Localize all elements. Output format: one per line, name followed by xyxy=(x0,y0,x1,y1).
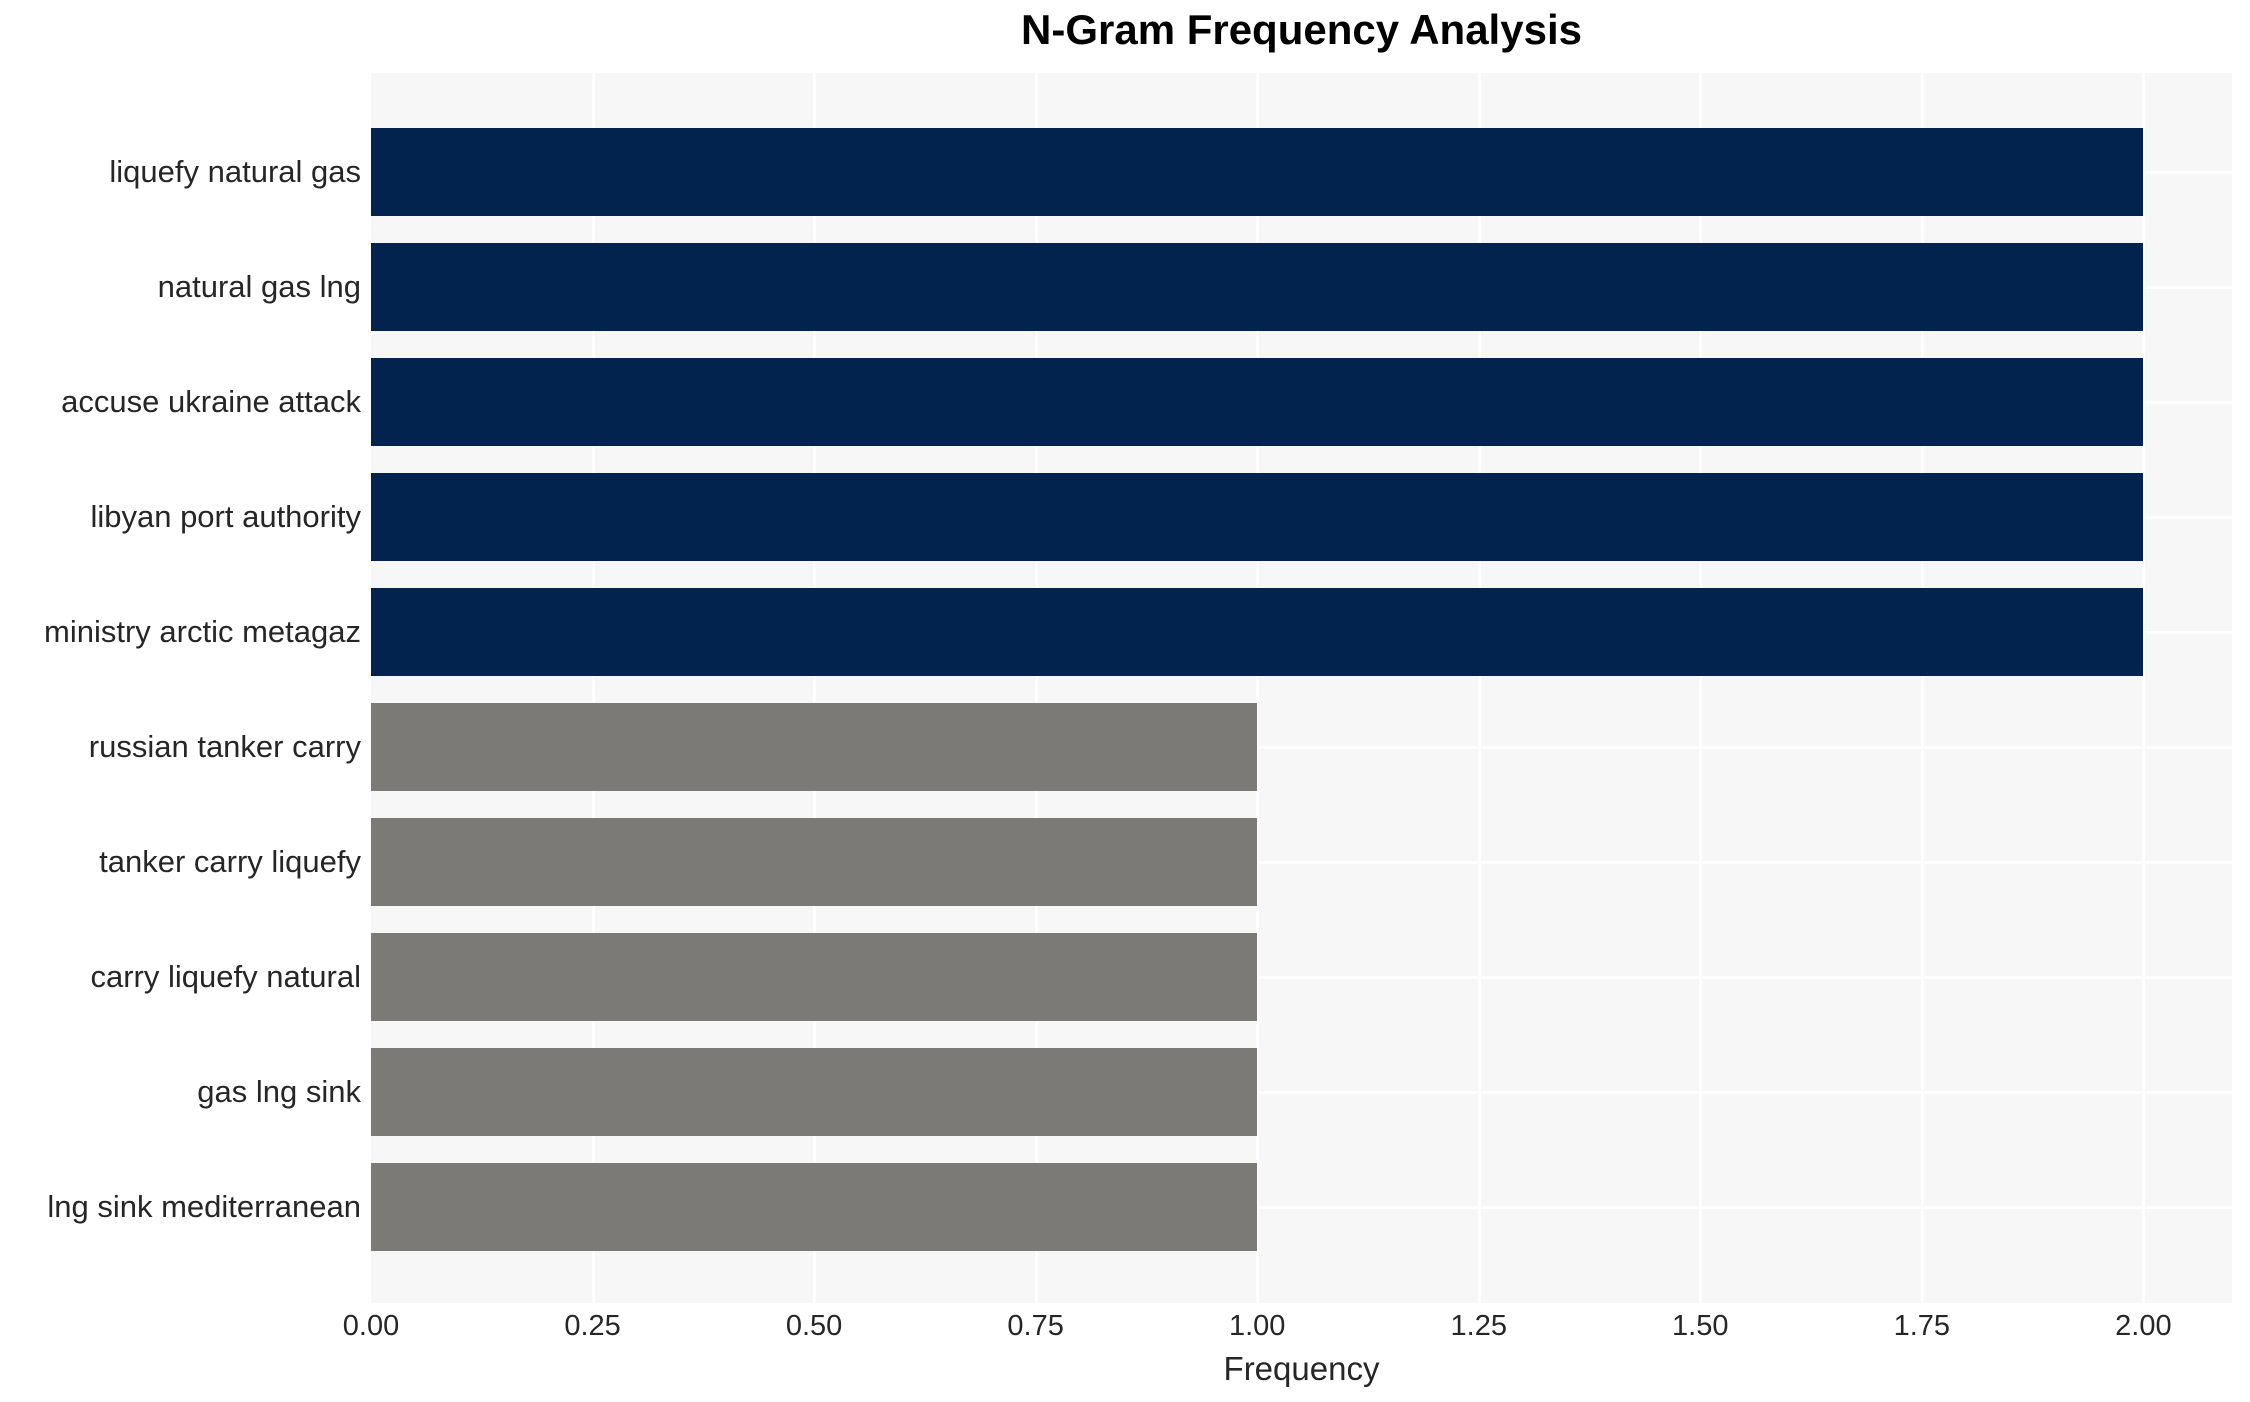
x-axis-tick-labels: 0.00 0.25 0.50 0.75 1.00 1.25 1.50 1.75 2.00 xyxy=(343,1310,2232,1348)
gridline-vertical xyxy=(813,73,817,1303)
y-axis-label: tanker carry liquefy xyxy=(99,844,361,879)
y-axis-label: carry liquefy natural xyxy=(90,959,361,994)
bar-liquefy-natural-gas xyxy=(371,128,2144,216)
gridline-vertical xyxy=(1699,73,1703,1303)
x-axis-tick-label: 2.00 xyxy=(2115,1310,2172,1342)
y-axis-label: gas lng sink xyxy=(197,1074,361,1109)
bar-russian-tanker-carry xyxy=(371,703,1258,791)
gridline-horizontal xyxy=(371,861,2232,864)
bar-carry-liquefy-natural xyxy=(371,933,1258,1021)
gridline-horizontal xyxy=(371,746,2232,749)
y-axis-label: russian tanker carry xyxy=(88,729,361,764)
bar-ministry-arctic-metagaz xyxy=(371,588,2144,676)
x-axis-tick-label: 0.75 xyxy=(1007,1310,1064,1342)
bar-libyan-port-authority xyxy=(371,473,2144,561)
gridline-vertical xyxy=(2142,73,2146,1303)
y-axis-label: libyan port authority xyxy=(90,499,361,534)
x-axis-tick-label: 1.00 xyxy=(1228,1310,1286,1342)
gridline-vertical xyxy=(1477,73,1481,1303)
y-axis-label: accuse ukraine attack xyxy=(61,384,361,419)
x-axis-tick-label: 1.25 xyxy=(1450,1310,1507,1342)
gridline-horizontal xyxy=(371,1206,2232,1209)
bar-gas-lng-sink xyxy=(371,1048,1258,1136)
plot-area xyxy=(371,73,2232,1303)
chart-title: N-Gram Frequency Analysis xyxy=(1021,6,1582,53)
y-axis-label: ministry arctic metagaz xyxy=(44,614,361,649)
x-axis-tick-label: 1.75 xyxy=(1893,1310,1951,1342)
gridline-horizontal xyxy=(371,976,2232,979)
bar-natural-gas-lng xyxy=(371,243,2144,331)
x-axis-tick-label: 0.25 xyxy=(564,1310,621,1342)
bar-tanker-carry-liquefy xyxy=(371,818,1258,906)
gridline-vertical xyxy=(591,73,595,1303)
bar-accuse-ukraine-attack xyxy=(371,358,2144,446)
gridline-vertical xyxy=(1256,73,1260,1303)
y-axis-label: natural gas lng xyxy=(157,269,361,304)
y-axis-label: liquefy natural gas xyxy=(109,154,361,189)
bar-lng-sink-mediterranean xyxy=(371,1163,1258,1251)
y-axis-label: lng sink mediterranean xyxy=(47,1189,361,1224)
gridline-vertical xyxy=(1920,73,1924,1303)
x-axis-tick-label: 0.00 xyxy=(342,1310,400,1342)
x-axis-tick-label: 1.50 xyxy=(1672,1310,1729,1342)
x-axis-label: Frequency xyxy=(1223,1350,1380,1387)
y-axis-labels: liquefy natural gas natural gas lng accuse… xyxy=(0,73,361,1303)
gridline-horizontal xyxy=(371,1091,2232,1094)
x-axis-tick-label: 0.50 xyxy=(785,1310,843,1342)
gridline-vertical xyxy=(1034,73,1038,1303)
